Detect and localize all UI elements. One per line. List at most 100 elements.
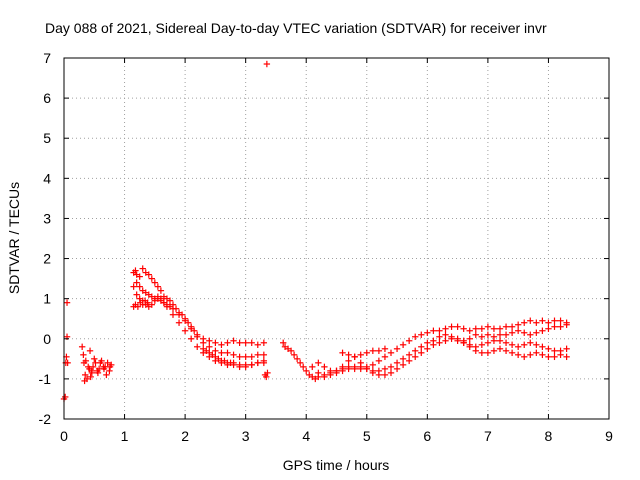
data-point	[430, 341, 437, 348]
data-point	[539, 317, 546, 324]
data-point	[436, 333, 443, 340]
data-point	[148, 275, 156, 282]
data-point	[206, 343, 213, 350]
data-point	[263, 60, 271, 68]
data-point	[551, 317, 558, 324]
data-point	[145, 271, 152, 278]
data-point	[521, 329, 528, 336]
data-point	[242, 339, 249, 346]
data-point	[82, 357, 89, 365]
data-point	[315, 369, 322, 377]
data-point	[242, 353, 249, 361]
data-point	[293, 355, 301, 363]
data-point	[248, 353, 255, 361]
data-point	[539, 343, 546, 350]
data-point	[527, 351, 534, 359]
data-point	[369, 369, 377, 377]
data-point	[466, 343, 473, 350]
data-point	[236, 339, 243, 346]
data-point	[418, 343, 425, 350]
data-point	[424, 345, 431, 353]
data-point	[508, 341, 516, 348]
data-point	[339, 349, 346, 357]
x-tick-label: 2	[181, 428, 189, 444]
data-point	[200, 339, 207, 346]
data-point	[315, 359, 322, 367]
data-point	[472, 347, 479, 355]
data-point	[508, 329, 516, 336]
data-point	[230, 351, 237, 359]
data-point	[405, 337, 413, 344]
data-point	[466, 327, 473, 334]
data-point	[86, 347, 94, 355]
data-point	[86, 365, 93, 373]
data-point	[496, 331, 504, 338]
data-point	[64, 359, 71, 367]
x-tick-label: 7	[484, 428, 492, 444]
data-point	[387, 363, 395, 371]
data-point	[502, 323, 510, 330]
data-point	[62, 393, 69, 401]
x-tick-label: 3	[242, 428, 250, 444]
data-point	[454, 323, 461, 330]
chart-title: Day 088 of 2021, Sidereal Day-to-day VTE…	[45, 20, 547, 36]
data-point	[514, 321, 522, 328]
data-point	[460, 339, 467, 346]
data-point	[527, 317, 534, 324]
data-point	[496, 345, 504, 353]
data-point	[399, 341, 407, 348]
data-point	[299, 363, 307, 371]
data-point	[136, 283, 143, 290]
data-point	[224, 339, 231, 346]
data-point	[514, 351, 522, 359]
data-point	[187, 335, 195, 342]
data-point	[139, 301, 146, 308]
data-point	[375, 347, 383, 355]
data-point	[502, 339, 510, 346]
data-point	[502, 331, 510, 338]
data-point	[139, 265, 146, 272]
data-point	[91, 355, 98, 363]
data-point	[381, 365, 389, 373]
data-point	[412, 333, 419, 340]
data-point	[387, 369, 395, 377]
data-point	[254, 341, 261, 348]
data-point	[393, 365, 401, 373]
data-point	[92, 359, 99, 367]
data-point	[369, 347, 377, 355]
data-point	[557, 323, 564, 330]
data-point	[412, 347, 419, 355]
data-point	[132, 267, 139, 274]
data-point	[405, 351, 413, 359]
x-tick-label: 4	[302, 428, 310, 444]
x-axis-ticks: 0 1 2 3 4 5 6 7 8 9	[60, 58, 613, 444]
grid	[64, 58, 609, 419]
data-point	[502, 347, 510, 355]
data-point	[545, 319, 552, 326]
data-point	[163, 303, 171, 310]
data-point	[527, 339, 534, 346]
data-point	[144, 299, 151, 306]
data-point	[436, 339, 443, 346]
data-point	[242, 361, 249, 369]
data-point	[430, 327, 437, 334]
x-tick-label: 0	[60, 428, 68, 444]
data-point	[263, 373, 270, 381]
data-points	[60, 60, 570, 403]
data-point	[345, 363, 352, 371]
data-point	[351, 353, 358, 361]
data-point	[478, 349, 486, 357]
x-tick-label: 5	[363, 428, 371, 444]
data-point	[303, 367, 310, 375]
data-point	[264, 369, 271, 377]
x-tick-label: 9	[605, 428, 613, 444]
x-tick-label: 8	[545, 428, 553, 444]
y-tick-label: 3	[43, 210, 51, 226]
data-point	[460, 325, 467, 332]
data-point	[260, 339, 268, 346]
data-point	[399, 361, 407, 369]
data-point	[454, 337, 461, 344]
data-point	[521, 341, 528, 348]
data-point	[98, 357, 105, 365]
